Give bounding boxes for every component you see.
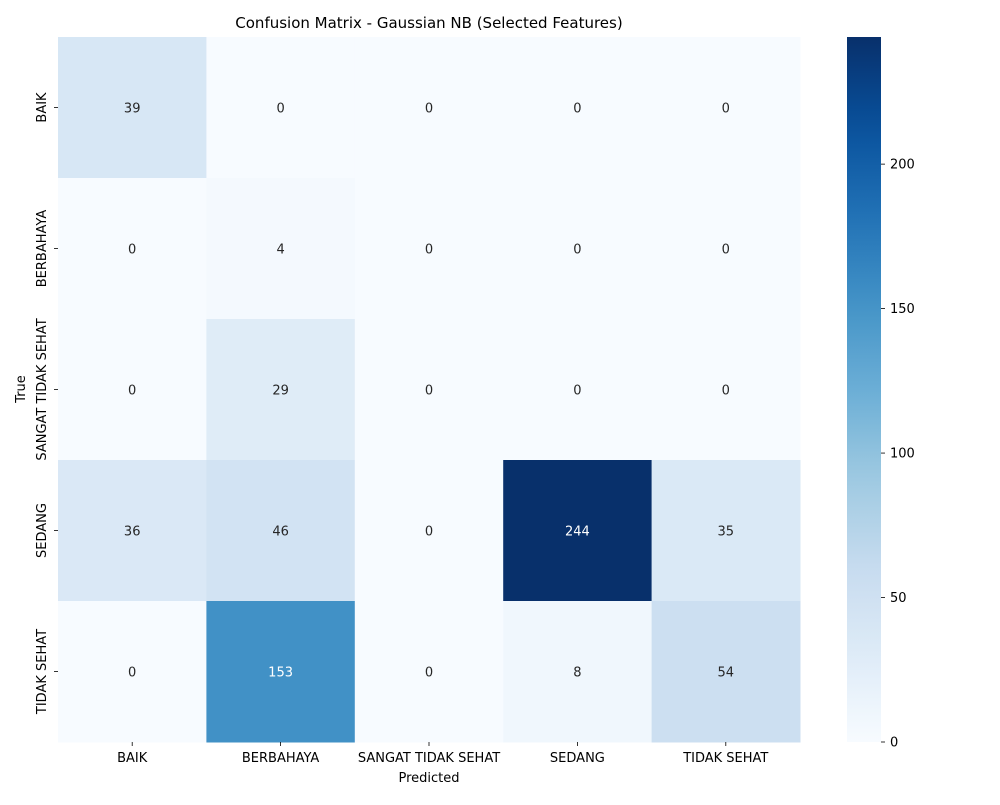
cell-value-label: 0 — [573, 384, 581, 399]
y-tick-label: BAIK — [35, 92, 50, 123]
heatmap-cell — [354, 319, 504, 461]
colorbar-tick-label: 0 — [890, 736, 898, 751]
cell-value-label: 0 — [722, 243, 730, 258]
x-axis: BAIK BERBAHAYA SANGAT TIDAK SEHAT SEDANG TID… — [117, 742, 768, 766]
x-tick-label: BERBAHAYA — [242, 751, 320, 766]
cell-value-label: 35 — [718, 525, 735, 540]
cell-value-label: 0 — [722, 384, 730, 399]
cell-value-label: 46 — [272, 525, 289, 540]
x-tick-label: TIDAK SEHAT — [682, 751, 768, 766]
y-axis-label: True — [14, 375, 29, 404]
heatmap-cell — [503, 37, 653, 179]
heatmap-cell — [206, 178, 356, 320]
cell-value-label: 153 — [268, 666, 293, 681]
heatmap-cell — [651, 319, 801, 461]
heatmap-cell — [503, 319, 653, 461]
heatmap-cells — [58, 37, 801, 743]
heatmap-cell — [58, 319, 207, 461]
cell-value-label: 0 — [573, 102, 581, 117]
colorbar-tick-label: 50 — [890, 591, 907, 606]
cell-value-label: 0 — [425, 525, 433, 540]
colorbar — [847, 37, 881, 742]
cell-value-label: 39 — [124, 102, 141, 117]
y-tick-label: SEDANG — [35, 503, 50, 558]
cell-value-label: 0 — [425, 666, 433, 681]
heatmap-cell — [58, 460, 207, 602]
heatmap-cell — [206, 319, 356, 461]
heatmap-cell — [651, 460, 801, 602]
y-tick-label: TIDAK SEHAT — [35, 629, 50, 715]
heatmap-cell-labels: 39 0 0 0 0 0 4 0 0 0 0 29 0 0 0 36 46 0 244 35 0 153 0 8 54 — [124, 102, 734, 681]
heatmap-cell — [206, 460, 356, 602]
chart-title: Confusion Matrix - Gaussian NB (Selected… — [235, 14, 622, 32]
heatmap-cell — [206, 37, 356, 179]
cell-value-label: 0 — [573, 243, 581, 258]
colorbar-tick-label: 150 — [890, 302, 915, 317]
cell-value-label: 4 — [276, 243, 284, 258]
cell-value-label: 244 — [565, 525, 590, 540]
heatmap-cell — [58, 178, 207, 320]
y-tick-label: BERBAHAYA — [35, 210, 50, 288]
cell-value-label: 0 — [722, 102, 730, 117]
heatmap-cell — [354, 601, 504, 743]
x-axis-label: Predicted — [398, 771, 459, 786]
cell-value-label: 54 — [718, 666, 735, 681]
cell-value-label: 29 — [272, 384, 289, 399]
cell-value-label: 0 — [128, 666, 136, 681]
x-tick-label: SEDANG — [550, 751, 605, 766]
heatmap-cell — [503, 460, 653, 602]
heatmap-cell — [503, 601, 653, 743]
heatmap-cell — [651, 601, 801, 743]
heatmap-cell — [354, 178, 504, 320]
heatmap-cell — [651, 178, 801, 320]
heatmap-cell — [354, 37, 504, 179]
heatmap-cell — [58, 601, 207, 743]
y-tick-label: SANGAT TIDAK SEHAT — [35, 318, 50, 460]
heatmap-cell — [206, 601, 356, 743]
cell-value-label: 0 — [128, 384, 136, 399]
cell-value-label: 0 — [128, 243, 136, 258]
y-axis: BAIK BERBAHAYA SANGAT TIDAK SEHAT SEDANG TID… — [35, 92, 58, 715]
heatmap-cell — [503, 178, 653, 320]
cell-value-label: 36 — [124, 525, 141, 540]
colorbar-ticks: 0 50 100 150 200 — [881, 158, 915, 751]
heatmap-cell — [58, 37, 207, 179]
heatmap-cell — [354, 460, 504, 602]
cell-value-label: 8 — [573, 666, 581, 681]
x-tick-label: SANGAT TIDAK SEHAT — [358, 751, 500, 766]
cell-value-label: 0 — [425, 102, 433, 117]
colorbar-tick-label: 200 — [890, 158, 915, 173]
x-tick-label: BAIK — [117, 751, 148, 766]
cell-value-label: 0 — [425, 243, 433, 258]
cell-value-label: 0 — [425, 384, 433, 399]
colorbar-tick-label: 100 — [890, 447, 915, 462]
cell-value-label: 0 — [276, 102, 284, 117]
heatmap-cell — [651, 37, 801, 179]
